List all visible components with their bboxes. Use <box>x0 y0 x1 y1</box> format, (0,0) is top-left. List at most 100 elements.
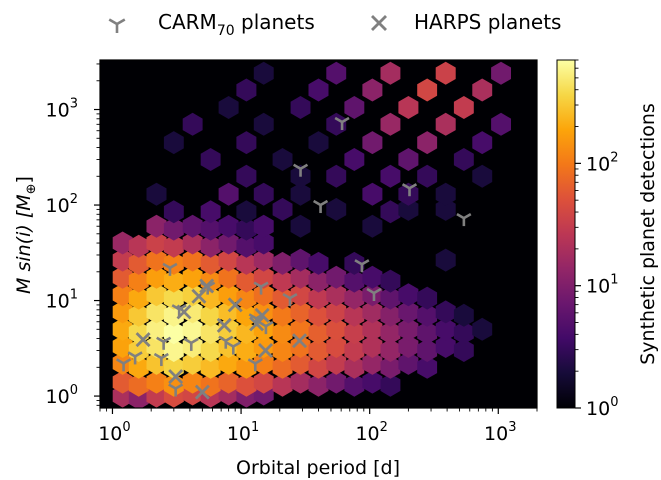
hexbin-cell <box>182 265 203 289</box>
hexbin-cell <box>453 96 474 119</box>
hexbin-cell <box>253 265 274 289</box>
hexbin-cell <box>146 248 167 272</box>
harps-legend-marker-icon <box>371 15 387 31</box>
hexbin-cell <box>380 373 401 397</box>
hexbin-cell <box>146 317 167 341</box>
hexbin-cell <box>417 303 438 327</box>
harps-planet-point <box>254 307 270 323</box>
hexbin-cell <box>398 283 419 307</box>
hexbin-cell <box>417 321 438 345</box>
carm-planet-point <box>218 335 234 349</box>
hexbin-cell <box>380 269 401 293</box>
hexbin-cell <box>253 112 274 136</box>
hexbin-cell <box>272 269 293 293</box>
carm-planet-point <box>253 281 269 295</box>
carm-planet-point <box>162 262 178 276</box>
hexbin-cell <box>218 96 239 119</box>
harps-marker-icon <box>371 15 387 31</box>
hexbin-cell <box>308 269 329 293</box>
harps-planet-point <box>258 343 274 358</box>
hexbin-cell <box>112 283 133 307</box>
carm-planet-point <box>153 352 169 367</box>
hexbin-cell <box>380 286 401 310</box>
hexbin-cell <box>491 61 511 85</box>
hexbin-cell <box>128 269 149 293</box>
hexbin-cell <box>326 197 347 221</box>
hexbin-cell <box>163 217 184 241</box>
carm-planet-point <box>156 336 172 350</box>
hexbin-cell <box>200 200 221 224</box>
carm-planet-point <box>115 358 132 372</box>
hexbin-cell <box>308 286 329 310</box>
hexbin-cell <box>253 214 274 238</box>
hexbin-cell <box>417 286 438 310</box>
hexbin-cell <box>218 283 239 307</box>
hexbin-cell <box>236 251 257 275</box>
hexbin-cell <box>200 373 221 397</box>
hexbin-cell <box>236 286 257 310</box>
hexbin-cell <box>200 286 221 310</box>
hexbin-cell <box>182 300 203 324</box>
hexbin-cell <box>435 248 456 272</box>
y-tick-label: 100 <box>46 383 78 408</box>
hexbin-cell <box>380 164 401 188</box>
harps-planet-point <box>176 304 192 320</box>
hexbin-cell <box>308 355 329 379</box>
hexbin-cell <box>236 200 257 224</box>
carm-planet-point <box>247 358 263 372</box>
y-axis-ticks: 100 101 102 103 <box>46 63 100 408</box>
x-tick-label: 102 <box>355 420 387 445</box>
x-tick-label: 101 <box>227 420 259 445</box>
carm-planet-point <box>354 259 370 273</box>
hexbin-cell <box>200 355 221 379</box>
hexbin-cell <box>200 148 221 171</box>
hexbin-cell <box>218 182 239 206</box>
hexbin-cell <box>272 355 293 379</box>
hexbin-cell <box>272 373 293 397</box>
hexbin-cell <box>362 317 383 341</box>
hexbin-cell <box>253 283 274 307</box>
hexbin-cell <box>435 182 456 206</box>
hexbin-cell <box>453 303 474 327</box>
harps-planet-point <box>135 332 151 348</box>
hexbin-cell <box>362 182 383 206</box>
carm-marker-icon <box>108 18 126 33</box>
carm-planet-point <box>168 383 184 397</box>
colorbar-tick-label: 102 <box>586 150 618 175</box>
colorbar-tick-label: 100 <box>586 395 618 420</box>
hexbin-cell <box>435 317 456 341</box>
hexbin-cell <box>163 200 184 224</box>
hexbin-cell <box>200 234 221 258</box>
hexbin-cell <box>362 300 383 324</box>
hexbin-cell <box>253 248 274 272</box>
hexbin-cell <box>236 269 257 293</box>
x-tick-label: 100 <box>98 420 130 445</box>
harps-planet-point <box>194 384 210 400</box>
hexbin-cell <box>308 131 329 155</box>
hexbin-cell <box>182 214 203 238</box>
legend: CARM70 planets HARPS planets <box>108 10 561 39</box>
hexbin-cell <box>146 231 167 255</box>
hexbin-cell <box>344 96 365 119</box>
hexbin-cell <box>200 217 221 241</box>
hexbin-cell <box>146 370 167 394</box>
hexbin-cell <box>472 317 493 341</box>
hexbin-cell <box>344 251 365 275</box>
colorbar-tick-label: 101 <box>586 273 618 298</box>
hexbin-cell <box>472 78 493 102</box>
hexbin-cell <box>290 335 311 358</box>
x-axis-ticks: 100 101 102 103 <box>98 408 538 445</box>
hexbin-cell <box>290 248 311 272</box>
carm-planet-point <box>258 320 274 335</box>
hexbin-cell <box>112 265 133 289</box>
carm-planet-point <box>312 199 329 214</box>
hexbin-cell <box>218 370 239 394</box>
hexbin-cell <box>253 370 274 394</box>
hexbin-cell <box>290 214 311 238</box>
hexbin-cell <box>362 265 383 289</box>
hexbin-cell <box>128 373 149 397</box>
hexbin-cell <box>290 283 311 307</box>
hexbin-cell <box>236 321 257 345</box>
hexbin-cell <box>146 265 167 289</box>
hexbin-cell <box>236 234 257 258</box>
